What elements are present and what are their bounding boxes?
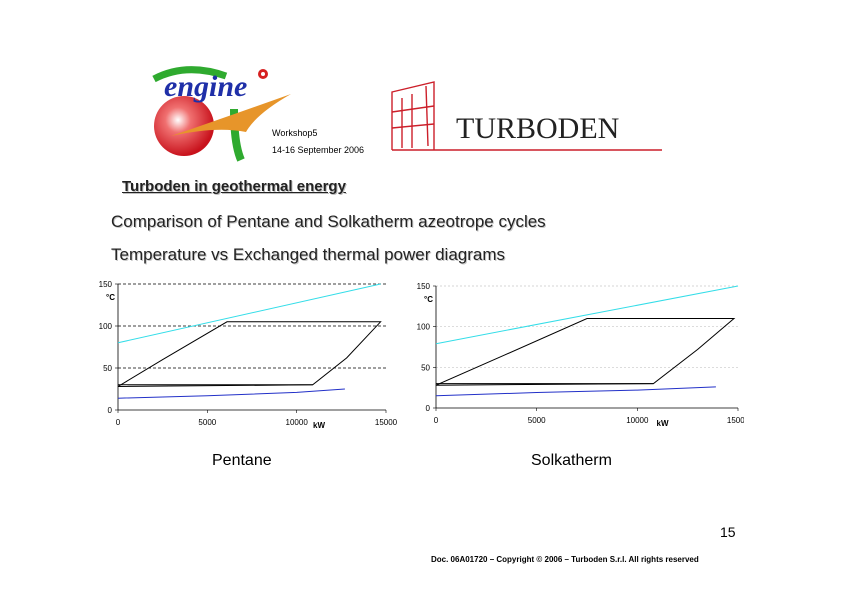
copyright-footer: Doc. 06A01720 – Copyright © 2006 – Turbo… [431, 555, 699, 564]
pentane-caption: Pentane [212, 452, 272, 469]
slide-subtitle-diagrams: Temperature vs Exchanged thermal power d… [111, 245, 506, 264]
solkatherm-y-tick-label: 50 [421, 363, 430, 372]
pentane-y-tick-label: 100 [99, 322, 113, 331]
solkatherm-y-axis-label: °C [424, 295, 433, 304]
pentane-y-tick-label: 150 [99, 280, 113, 289]
solkatherm-series-0-line [435, 285, 739, 345]
solkatherm-y-tick-label: 0 [426, 404, 431, 413]
solkatherm-x-tick-label: 5000 [528, 416, 546, 425]
pentane-chart: 0 5000 10000 15000 0 50 100 150 kW °C [86, 276, 426, 436]
pentane-x-tick-label: 5000 [198, 418, 216, 427]
turboden-logo: TURBODEN [388, 78, 666, 154]
pentane-series-0-line [117, 283, 381, 344]
pentane-x-tick-label: 10000 [286, 418, 309, 427]
solkatherm-x-tick-label: 0 [434, 416, 439, 425]
solkatherm-y-tick-label: 150 [417, 282, 431, 291]
slide-subtitle-comparison: Comparison of Pentane and Solkatherm aze… [111, 212, 546, 231]
solkatherm-x-tick-label: 15000 [727, 416, 744, 425]
pentane-y-tick-label: 0 [108, 406, 113, 415]
pentane-x-tick-label: 15000 [375, 418, 398, 427]
pentane-series-3-line [117, 388, 345, 399]
page-number: 15 [720, 524, 736, 540]
engine-logo: engine [146, 64, 366, 164]
solkatherm-caption: Solkatherm [531, 452, 612, 469]
workshop-dates: 14-16 September 2006 [272, 145, 365, 155]
pentane-x-tick-label: 0 [116, 418, 121, 427]
pentane-y-axis-label: °C [106, 293, 115, 302]
solkatherm-series-3-line [435, 386, 716, 397]
solkatherm-x-tick-label: 10000 [626, 416, 649, 425]
solkatherm-chart: 0 5000 10000 15000 0 50 100 150 kW °C [404, 276, 750, 436]
engine-logo-text: engine [164, 70, 247, 103]
workshop-name: Workshop5 [272, 128, 318, 138]
pentane-x-axis-label: kW [313, 421, 325, 430]
turboden-logo-text: TURBODEN [456, 112, 619, 145]
solkatherm-series-1-line [435, 318, 736, 386]
solkatherm-y-tick-label: 100 [417, 323, 431, 332]
pentane-series-1-line [117, 321, 382, 387]
slide-title: Turboden in geothermal energy [122, 178, 346, 195]
pentane-y-tick-label: 50 [103, 364, 112, 373]
solkatherm-x-axis-label: kW [657, 419, 669, 428]
